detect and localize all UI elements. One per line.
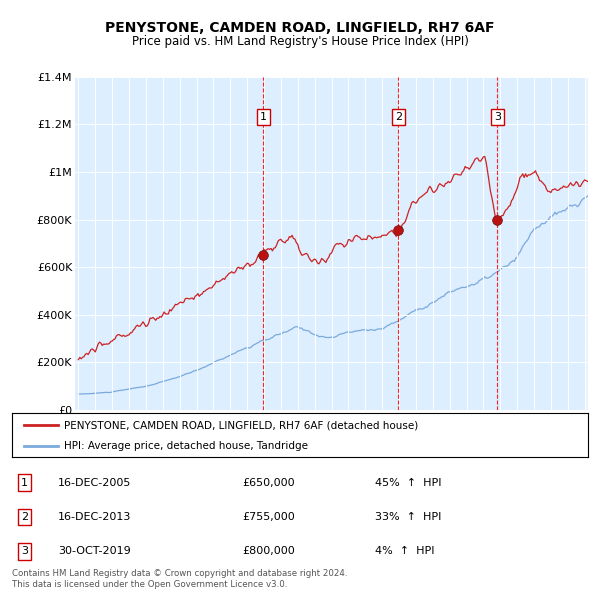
- Text: Price paid vs. HM Land Registry's House Price Index (HPI): Price paid vs. HM Land Registry's House …: [131, 35, 469, 48]
- Text: PENYSTONE, CAMDEN ROAD, LINGFIELD, RH7 6AF: PENYSTONE, CAMDEN ROAD, LINGFIELD, RH7 6…: [105, 21, 495, 35]
- Text: HPI: Average price, detached house, Tandridge: HPI: Average price, detached house, Tand…: [64, 441, 308, 451]
- Text: 33%  ↑  HPI: 33% ↑ HPI: [375, 512, 441, 522]
- Text: £755,000: £755,000: [242, 512, 295, 522]
- Text: £800,000: £800,000: [242, 546, 295, 556]
- Text: 30-OCT-2019: 30-OCT-2019: [58, 546, 131, 556]
- Text: 4%  ↑  HPI: 4% ↑ HPI: [375, 546, 434, 556]
- Text: £650,000: £650,000: [242, 477, 295, 487]
- Text: 16-DEC-2005: 16-DEC-2005: [58, 477, 131, 487]
- Text: 45%  ↑  HPI: 45% ↑ HPI: [375, 477, 442, 487]
- Text: 3: 3: [494, 112, 501, 122]
- Text: 1: 1: [21, 477, 28, 487]
- Text: 3: 3: [21, 546, 28, 556]
- Text: 16-DEC-2013: 16-DEC-2013: [58, 512, 131, 522]
- Text: PENYSTONE, CAMDEN ROAD, LINGFIELD, RH7 6AF (detached house): PENYSTONE, CAMDEN ROAD, LINGFIELD, RH7 6…: [64, 421, 418, 430]
- Text: 1: 1: [260, 112, 267, 122]
- Text: 2: 2: [395, 112, 402, 122]
- Text: 2: 2: [21, 512, 28, 522]
- Text: Contains HM Land Registry data © Crown copyright and database right 2024.
This d: Contains HM Land Registry data © Crown c…: [12, 569, 347, 589]
